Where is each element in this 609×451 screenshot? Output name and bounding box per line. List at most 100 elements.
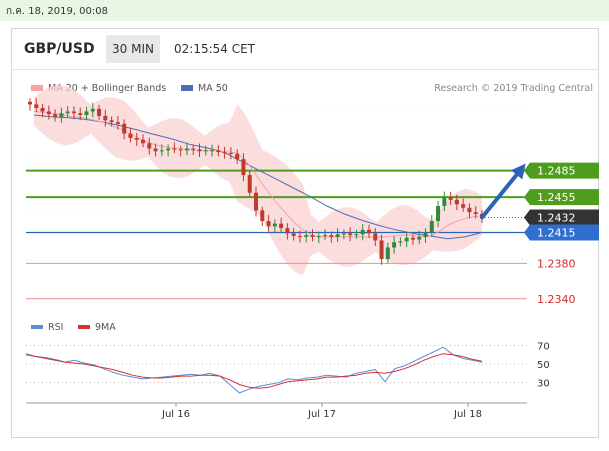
bollinger-band	[34, 84, 482, 276]
level-price-box	[524, 224, 599, 241]
candle-body	[53, 114, 58, 117]
candle-body	[304, 235, 309, 237]
candle-body	[348, 233, 353, 236]
candle-body	[473, 212, 478, 214]
candle-body	[71, 111, 76, 114]
candle-body	[115, 122, 120, 124]
level-label: 1.2432	[537, 211, 576, 224]
candle-body	[97, 108, 102, 116]
candle-body	[398, 241, 403, 243]
candle-body	[78, 113, 83, 116]
ma50-legend-swatch	[181, 85, 193, 91]
level-label: 1.2380	[537, 257, 576, 270]
candle-body	[367, 229, 371, 234]
candle-body	[404, 237, 409, 242]
candle-body	[266, 221, 271, 227]
candle-body	[354, 234, 359, 236]
ma20-legend-swatch	[31, 85, 43, 91]
chart-header: GBP/USD 30 MIN 02:15:54 CET	[12, 29, 598, 69]
candle-body	[103, 115, 108, 121]
candle-body	[166, 148, 171, 151]
header-divider	[12, 69, 598, 70]
candle-body	[373, 233, 378, 241]
candle-body	[222, 152, 227, 154]
candle-body	[360, 229, 365, 235]
candle-body	[423, 232, 428, 237]
candle-body	[410, 237, 415, 240]
rsi-legend-swatch	[31, 325, 43, 329]
candle-body	[203, 150, 208, 152]
candle-body	[316, 236, 321, 238]
forecast-arrow-shaft	[480, 168, 522, 220]
level-label: 1.2485	[537, 165, 576, 178]
candle-body	[28, 101, 32, 105]
ma9-legend-label: 9MA	[95, 322, 116, 333]
candle-body	[159, 150, 164, 152]
candle-body	[65, 111, 70, 114]
candle-body	[272, 223, 277, 227]
level-label: 1.2340	[537, 293, 576, 306]
candle-body	[323, 235, 328, 237]
candle-body	[310, 235, 315, 237]
x-axis: Jul 16 Jul 17 Jul 18	[26, 402, 527, 420]
level-price-box	[524, 209, 599, 226]
candle-body	[210, 150, 215, 152]
candle-body	[184, 148, 189, 151]
candle-body	[235, 153, 240, 160]
interval-badge: 30 MIN	[106, 35, 160, 63]
time-label: 02:15:54 CET	[174, 42, 255, 56]
ma9-legend-swatch	[78, 325, 90, 329]
ma50-legend-label: MA 50	[198, 83, 228, 94]
candle-body	[141, 139, 145, 144]
candle-body	[291, 233, 296, 237]
candle-body	[46, 111, 51, 115]
candle-body	[461, 204, 466, 208]
candle-body	[254, 192, 258, 211]
rsi-tick-label: 50	[537, 360, 550, 371]
candle-body	[191, 148, 196, 150]
candle-body	[329, 235, 334, 237]
candle-body	[172, 148, 177, 150]
level-price-box	[524, 189, 599, 206]
candle-body	[153, 148, 158, 152]
candle-body	[178, 149, 183, 151]
ma50-line	[33, 114, 483, 240]
candle-body	[34, 104, 39, 108]
rsi-tick-label: 30	[537, 379, 550, 390]
candle-body	[197, 149, 202, 152]
candle-body	[59, 113, 64, 117]
rsi-ma-line	[25, 353, 483, 389]
candle-body	[417, 236, 422, 240]
candle-body	[448, 197, 453, 200]
candle-body	[279, 223, 284, 229]
x-tick-label: Jul 17	[307, 409, 336, 420]
candle-body	[392, 242, 397, 248]
candle-body	[40, 107, 45, 112]
candle-body	[134, 137, 139, 140]
candle-body	[109, 120, 114, 123]
level-label: 1.2415	[537, 227, 576, 240]
credit-text: Research © 2019 Trading Central	[434, 83, 593, 94]
candle-body	[285, 228, 290, 234]
rsi-tick-label: 70	[537, 341, 550, 352]
candle-body	[335, 234, 340, 237]
candle-body	[84, 111, 89, 116]
rsi-legend-label: RSI	[48, 322, 63, 333]
candle-body	[454, 199, 459, 205]
candle-body	[341, 233, 346, 235]
forecast-arrow-head	[511, 163, 526, 180]
timestamp: ก.ค. 18, 2019, 00:08	[6, 6, 108, 17]
candle-body	[128, 133, 133, 138]
candle-body	[385, 247, 390, 259]
candle-body	[260, 210, 265, 222]
candle-body	[467, 207, 472, 213]
candle-body	[241, 159, 246, 176]
candle-body	[216, 150, 221, 153]
ma20-legend-label: MA 20 + Bollinger Bands	[48, 83, 166, 94]
date-bar: ก.ค. 18, 2019, 00:08	[0, 0, 609, 21]
candle-body	[90, 108, 95, 112]
candle-body	[436, 206, 441, 222]
x-tick-label: Jul 16	[161, 409, 190, 420]
x-tick-label: Jul 18	[453, 409, 482, 420]
